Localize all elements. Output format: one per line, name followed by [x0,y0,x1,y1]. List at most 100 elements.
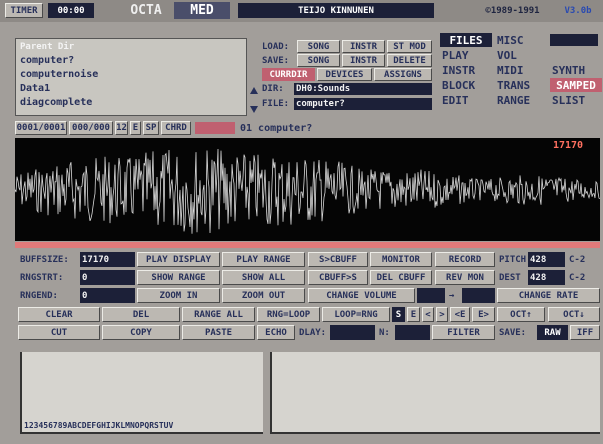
menu-item[interactable]: SAMPED [550,78,602,92]
control[interactable]: E> [472,307,495,322]
control[interactable]: RECORD [435,252,495,267]
menu-item[interactable]: TRANS [495,78,547,92]
menu-item[interactable]: PLAY [440,48,492,62]
icon-strip[interactable] [550,34,598,46]
file-button[interactable]: SONG [297,54,340,67]
menu-item[interactable]: INSTR [440,63,492,77]
control[interactable]: PLAY DISPLAY [137,252,220,267]
control[interactable]: DEL [102,307,180,322]
parent-dir[interactable]: Parent Dir [20,41,220,53]
control[interactable]: LOOP=RNG [322,307,390,322]
file-field[interactable]: computer? [294,98,432,110]
file-button[interactable]: CURRDIR [262,68,315,81]
file-item[interactable]: Data1 [20,82,240,95]
control[interactable]: <E [450,307,470,322]
menu-item[interactable]: MIDI [495,63,547,77]
control[interactable]: 17170 [80,252,135,267]
control[interactable]: < [422,307,434,322]
status-field[interactable]: CHRD [161,121,191,135]
control[interactable]: RNG=LOOP [257,307,320,322]
octamed-screen: TIMER00:00OCTAMEDTEIJO KINNUNEN©1989-199… [0,0,603,444]
channel-list: 123456789ABCDEFGHIJKLMNOPQRSTUV [24,419,260,431]
status-field: 01 computer? [240,121,370,135]
status-field[interactable]: E [130,121,141,135]
status-marker [195,122,235,134]
file-item[interactable]: computer? [20,54,240,67]
status-field[interactable]: 12 [115,121,128,135]
menu-item[interactable]: SLIST [550,93,602,107]
control[interactable]: ECHO [257,325,295,340]
control[interactable]: CBUFF>S [308,270,368,285]
control[interactable]: MONITOR [370,252,432,267]
file-item[interactable]: diagcomplete [20,96,240,109]
control[interactable]: SHOW RANGE [137,270,220,285]
logo-octa: OCTA [120,3,172,18]
control[interactable]: SHOW ALL [222,270,305,285]
logo-med: MED [174,2,230,19]
control[interactable]: E [407,307,420,322]
file-button: LOAD: [262,40,295,53]
timer: 00:00 [48,3,94,18]
file-button[interactable]: ST MOD [387,40,432,53]
control[interactable]: 428 [528,252,565,267]
version: V3.0b [557,3,599,18]
input-field[interactable] [462,288,495,303]
control[interactable]: OCT↑ [497,307,545,322]
control[interactable]: CHANGE RATE [497,288,600,303]
menu-item[interactable]: SYNTH [550,63,602,77]
status-field[interactable]: 0001/0001 [15,121,67,135]
control: → [447,288,462,303]
control: N: [377,325,395,340]
menu-item[interactable]: EDIT [440,93,492,107]
control[interactable]: RANGE ALL [182,307,255,322]
control[interactable]: COPY [102,325,180,340]
menu-item[interactable]: BLOCK [440,78,492,92]
control[interactable]: DEL CBUFF [370,270,432,285]
control[interactable]: S [392,307,405,322]
file-button[interactable]: SONG [297,40,340,53]
file-button[interactable]: INSTR [342,40,385,53]
control[interactable]: PASTE [182,325,255,340]
control[interactable]: 0 [80,270,135,285]
control[interactable]: REV MON [435,270,495,285]
control[interactable]: OCT↓ [548,307,600,322]
input-field[interactable] [395,325,430,340]
sample-length: 17170 [540,139,596,151]
range-panel [270,352,600,434]
dir-field[interactable]: DH0:Sounds [294,83,432,95]
timer-label: TIMER [5,3,43,18]
file-button[interactable]: INSTR [342,54,385,67]
control[interactable]: 428 [528,270,565,285]
control[interactable]: FILTER [432,325,495,340]
scroll-arrows[interactable] [249,86,259,116]
file-item[interactable]: computernoise [20,68,240,81]
control[interactable]: S>CBUFF [308,252,368,267]
status-field[interactable]: 000/000 [69,121,113,135]
input-field[interactable] [330,325,375,340]
input-field[interactable] [417,288,445,303]
control[interactable]: RAW [537,325,568,340]
control[interactable]: CLEAR [18,307,100,322]
control[interactable]: IFF [570,325,600,340]
menu-item[interactable]: RANGE [495,93,547,107]
waveform-svg [15,138,600,241]
status-field[interactable]: SP [143,121,159,135]
file-button[interactable]: DELETE [387,54,432,67]
range-bar [15,242,600,248]
menu-item[interactable]: FILES [440,33,492,47]
file-button[interactable]: DEVICES [317,68,372,81]
control[interactable]: CHANGE VOLUME [308,288,415,303]
dir-label: DIR: [262,83,294,95]
menu-item[interactable]: VOL [495,48,547,62]
control[interactable]: 0 [80,288,135,303]
control[interactable]: CUT [18,325,100,340]
control[interactable]: > [436,307,448,322]
file-button: SAVE: [262,54,295,67]
file-button[interactable]: ASSIGNS [374,68,432,81]
control[interactable]: PLAY RANGE [222,252,305,267]
control: DLAY: [297,325,330,340]
control: BUFFSIZE: [18,252,80,267]
control[interactable]: ZOOM IN [137,288,220,303]
control[interactable]: ZOOM OUT [222,288,305,303]
menu-item[interactable]: MISC [495,33,547,47]
